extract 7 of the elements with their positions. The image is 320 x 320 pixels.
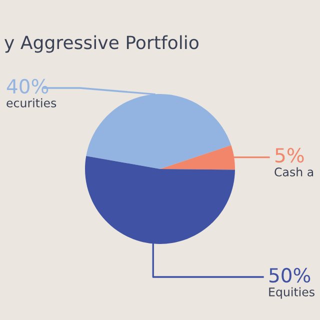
slice-label: Equities [269,287,314,299]
slice-label: Cash a [274,167,314,176]
chart-title: y Aggressive Portfolio [4,35,198,53]
data-label: 50% [270,268,310,283]
slice-label: ecurities [6,98,56,108]
data-label: 40% [6,78,48,94]
data-label: 5% [276,148,304,163]
